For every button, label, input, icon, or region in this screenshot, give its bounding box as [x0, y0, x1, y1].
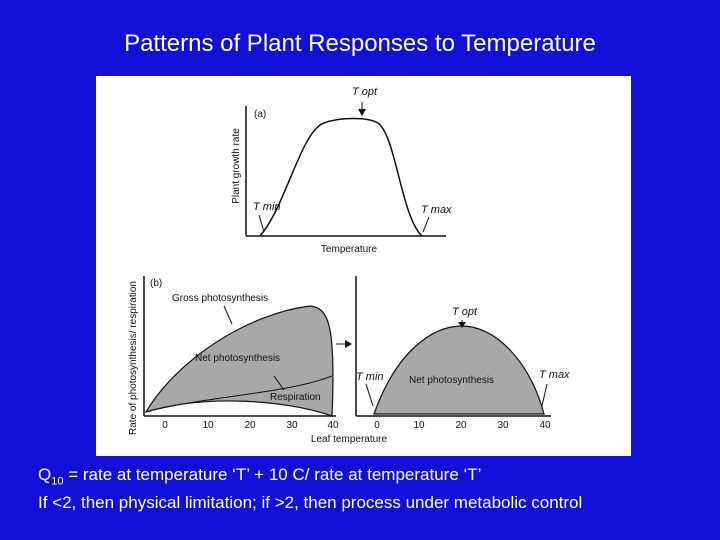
- panel-a: (a) Plant growth rate Temperature T opt …: [231, 86, 452, 255]
- caption-line-2: If <2, then physical limitation; if >2, …: [38, 493, 583, 513]
- respiration-curve: [145, 375, 333, 413]
- panel-a-t-min-label: T min: [253, 201, 281, 213]
- net-photosynthesis-right-label: Net photosynthesis: [409, 375, 494, 386]
- growth-rate-curve: [259, 117, 423, 237]
- panel-b-label: (b): [150, 278, 162, 289]
- t-max-arrow: [422, 216, 430, 233]
- caption: Q10 = rate at temperature ‘T’ + 10 C/ ra…: [38, 464, 582, 514]
- panel-a-t-opt-label: T opt: [352, 86, 378, 98]
- tick-right-10: 10: [413, 420, 425, 431]
- tick-right-30: 30: [497, 420, 509, 431]
- tick-left-0: 0: [162, 420, 168, 431]
- t-opt-arrow-head: [358, 109, 366, 116]
- panel-b-x-label: Leaf temperature: [311, 434, 388, 445]
- panel-b-t-max-arrow: [541, 383, 548, 407]
- panel-b-t-min-arrow: [365, 383, 374, 407]
- q-subscript: 10: [51, 475, 64, 488]
- panel-a-t-max-label: T max: [421, 204, 452, 216]
- t-min-arrow: [258, 214, 265, 233]
- tick-left-20: 20: [244, 420, 256, 431]
- panel-b-t-opt-label: T opt: [452, 306, 478, 318]
- tick-right-20: 20: [455, 420, 467, 431]
- tick-left-10: 10: [202, 420, 214, 431]
- caption-line-1: Q10 = rate at temperature ‘T’ + 10 C/ ra…: [38, 464, 582, 492]
- gross-photosynthesis-label: Gross photosynthesis: [172, 293, 268, 304]
- net-photosynthesis-dome: [373, 325, 545, 415]
- panel-b-y-label: Rate of photosynthesis/ respiration: [128, 281, 139, 435]
- tick-left-40: 40: [327, 420, 339, 431]
- panel-a-label: (a): [254, 109, 266, 120]
- net-photosynthesis-label: Net photosynthesis: [195, 353, 280, 364]
- tick-right-40: 40: [539, 420, 551, 431]
- panel-b-t-max-label: T max: [539, 369, 570, 381]
- gross-arrow: [223, 305, 233, 325]
- panel-a-x-label: Temperature: [321, 244, 378, 255]
- panel-b-t-min-label: T min: [356, 371, 384, 383]
- panel-b-left: (b) Rate of photosynthesis/ respiration …: [128, 276, 388, 445]
- panel-b-t-opt-arrow-head: [458, 322, 466, 328]
- respiration-arrow: [273, 375, 285, 391]
- slide-title: Patterns of Plant Responses to Temperatu…: [124, 30, 596, 57]
- panel-a-y-label: Plant growth rate: [231, 128, 242, 204]
- tick-right-0: 0: [374, 420, 380, 431]
- tick-left-30: 30: [286, 420, 298, 431]
- panel-transition-arrow: [336, 340, 352, 348]
- panel-b-right: T opt T min Net photosynthesis T max 0 1…: [355, 276, 570, 431]
- temperature-response-figure: (a) Plant growth rate Temperature T opt …: [96, 76, 631, 456]
- q-symbol: Q: [38, 465, 52, 484]
- respiration-label: Respiration: [270, 392, 321, 403]
- caption-line-1-text: = rate at temperature ‘T’ + 10 C/ rate a…: [63, 465, 482, 484]
